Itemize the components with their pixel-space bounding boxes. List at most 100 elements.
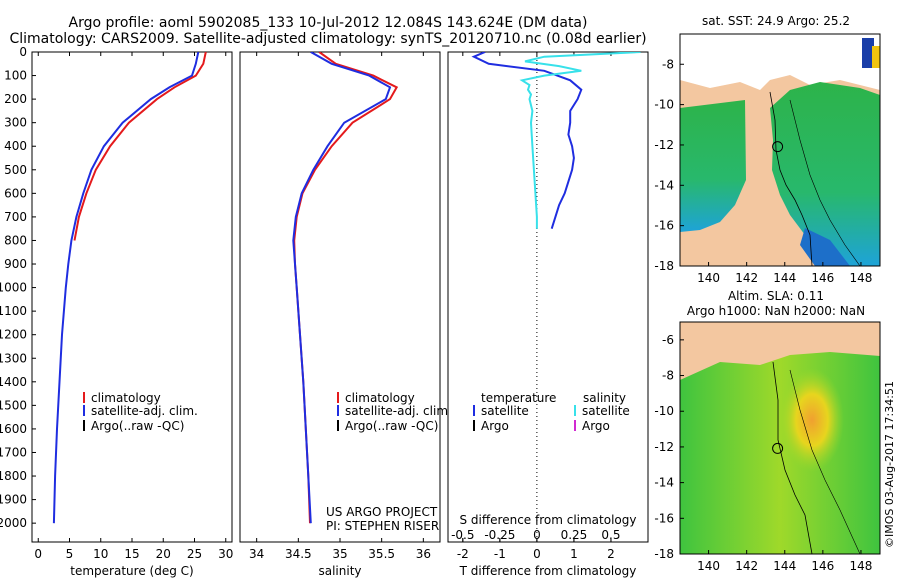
depth-tick-label: 300 [4,116,27,130]
sla-map-lon-tick-label: 148 [849,559,872,573]
salinity-tick-label: 35.5 [368,547,395,561]
depth-tick-label: 100 [4,69,27,83]
deep-blue-patch [800,228,850,266]
sst-map: sat. SST: 24.9 Argo: 25.2 140 142 144 146 14… [654,14,881,285]
sla-map-lon-tick-label: 146 [811,559,834,573]
s-difference-satellite-line [519,52,641,229]
sst-map-latitude-axis: -8 -10 -12 -14 -16 -18 [654,57,684,273]
legend-label-climatology: climatology [91,391,161,405]
t-difference-xlabel: T difference from climatology [459,564,637,578]
sla-map-lat-tick-label: -10 [654,404,674,418]
sla-map-frame [679,321,881,555]
sla-map-lat-tick-label: -14 [654,476,674,490]
depth-tick-label: 1900 [0,493,27,507]
s-difference-xlabel: S difference from climatology [460,513,637,527]
sst-map-title: sat. SST: 24.9 Argo: 25.2 [702,14,850,28]
temperature-panel: 0100200300400500600700800900100011001200… [0,45,233,578]
sla-map-lon-tick-label: 140 [697,559,720,573]
legend-label-climatology: climatology [345,391,415,405]
depth-tick-label: 1200 [0,328,27,342]
sla-map-lat-tick-label: -8 [662,369,674,383]
sst-map-frame [679,33,881,267]
salinity-tick-label: 36 [416,547,431,561]
sst-map-lon-tick-label: 142 [735,271,758,285]
coastline [769,91,813,266]
depth-tick-label: 1000 [0,281,27,295]
temperature-tick-label: 30 [218,547,233,561]
depth-tick-label: 700 [4,210,27,224]
legend-label-t-satellite: satellite [481,404,529,418]
depth-tick-label: 600 [4,186,27,200]
sla-map-lat-tick-label: -6 [662,333,674,347]
salinity-legend: climatology satellite-adj. clim. Argo(..… [337,391,452,433]
t-difference-satellite-line [471,52,583,229]
depth-tick-label: 500 [4,163,27,177]
sla-map-subtitle: Argo h1000: NaN h2000: NaN [687,304,865,318]
coral-sea-sst-field [770,82,880,266]
temperature-x-axis: 0 5 10 15 20 25 30 [34,52,233,561]
depth-tick-label: 1400 [0,375,27,389]
sla-map-title: Altim. SLA: 0.11 [728,289,824,303]
salinity-tick-label: 34 [249,547,264,561]
coastline [772,361,813,554]
depth-tick-label: 900 [4,257,27,271]
sst-map-lon-tick-label: 146 [811,271,834,285]
reef-contour [789,369,861,554]
depth-tick-label: 1500 [0,398,27,412]
depth-tick-label: 2000 [0,516,27,530]
sla-map-lon-tick-label: 144 [773,559,796,573]
argo-position-marker [772,442,784,454]
sla-map-latitude-axis: -6 -8 -10 -12 -14 -16 -18 [654,333,684,561]
sla-map-lon-tick-label: 142 [735,559,758,573]
legend-label-satellite: satellite-adj. clim. [91,404,198,418]
argo-position-marker [772,141,784,153]
legend-title-salinity: salinity [583,391,626,405]
temperature-tick-label: 25 [187,547,202,561]
legend-label-s-satellite: satellite [582,404,630,418]
t-difference-tick-label: 0 [533,547,541,561]
legend-label-s-argo: Argo [582,419,610,433]
salinity-satellite-line [292,52,392,524]
temperature-axes-box [31,51,233,543]
depth-axis: 0 100 200 300 400 500 600 700 800 900 1000 1100 1200… [0,45,36,530]
salinity-tick-label: 34.5 [285,547,312,561]
s-difference-tick-label: 0.25 [561,528,588,542]
depth-tick-label: 0 [19,45,27,59]
temperature-tick-label: 10 [93,547,108,561]
legend-label-t-argo: Argo [481,419,509,433]
sst-map-lon-tick-label: 148 [849,271,872,285]
salinity-tick-label: 35 [332,547,347,561]
salinity-panel: 34 34.5 35 35.5 36 salinity climatology sate… [239,51,452,578]
sla-map-longitude-axis: 140 142 144 146 148 [697,550,872,573]
gulf-sst-field [680,100,746,232]
difference-axes-box [447,51,649,543]
salinity-axes-box [239,51,441,543]
project-annotation: US ARGO PROJECT [326,505,438,519]
depth-tick-label: 1300 [0,351,27,365]
salinity-x-axis: 34 34.5 35 35.5 36 [249,52,431,561]
t-difference-tick-label: 1 [570,547,578,561]
depth-tick-label: 200 [4,92,27,106]
sst-map-lat-tick-label: -10 [654,98,674,112]
s-difference-tick-label: 0.5 [601,528,620,542]
depth-tick-label: 1700 [0,445,27,459]
legend-label-argo: Argo(..raw -QC) [91,419,184,433]
sst-map-lon-tick-label: 144 [773,271,796,285]
sst-dark-patch [862,38,874,68]
salinity-xlabel: salinity [318,564,361,578]
figure-title-line2: Climatology: CARS2009. Satellite-adjuste… [9,31,646,47]
sst-map-lat-tick-label: -12 [654,138,674,152]
sla-high-anomaly [780,368,844,472]
temperature-tick-label: 20 [156,547,171,561]
depth-tick-label: 1800 [0,469,27,483]
sla-map: Altim. SLA: 0.11 Argo h1000: NaN h2000: … [654,289,881,573]
depth-tick-label: 1100 [0,304,27,318]
depth-tick-label: 1600 [0,422,27,436]
s-difference-tick-label: -0.25 [484,528,515,542]
sst-map-lat-tick-label: -14 [654,178,674,192]
sst-map-lat-tick-label: -18 [654,259,674,273]
sst-map-lat-tick-label: -16 [654,219,674,233]
temperature-climatology-line [73,52,207,241]
s-difference-tick-label: 0 [533,528,541,542]
